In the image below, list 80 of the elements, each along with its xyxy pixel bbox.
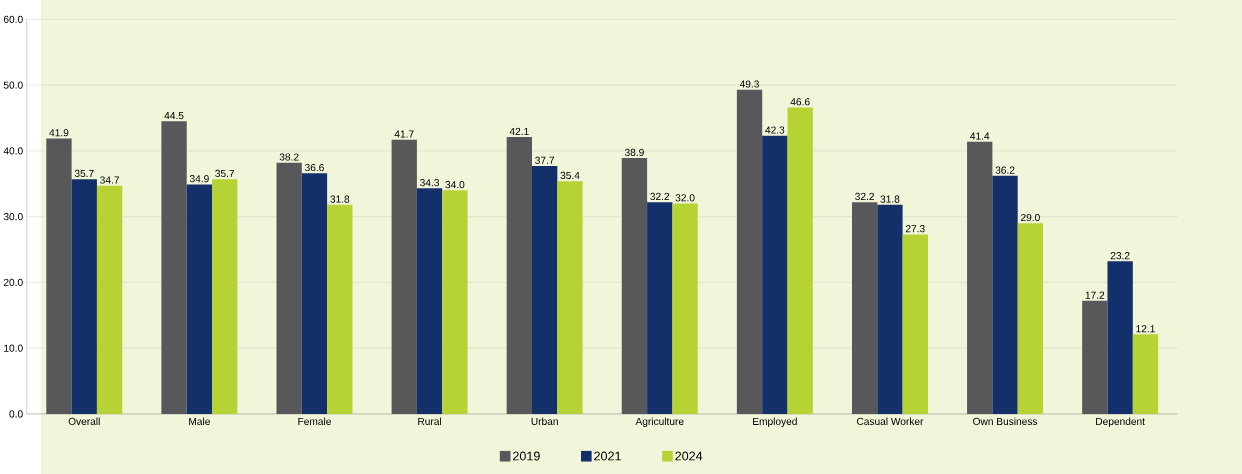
bar (327, 204, 353, 414)
bar (647, 202, 673, 414)
data-label: 34.7 (100, 176, 119, 184)
bar (762, 135, 788, 414)
bar (186, 184, 213, 414)
data-label: 31.8 (880, 195, 900, 203)
data-label: 29.0 (1021, 213, 1040, 222)
bar (46, 138, 72, 414)
bar (1107, 261, 1133, 414)
y-tick-label: 30.0 (3, 213, 23, 221)
bar (672, 203, 698, 414)
legend-label: 2019 (513, 451, 540, 461)
x-tick-label: Agriculture (635, 417, 684, 428)
data-label: 27.3 (905, 225, 925, 233)
bar (416, 188, 443, 414)
data-label: 41.4 (970, 132, 990, 140)
data-label: 32.2 (855, 192, 874, 201)
data-label: 36.6 (304, 163, 324, 172)
bar (787, 107, 813, 414)
bar (621, 158, 648, 414)
bar (161, 121, 187, 414)
y-tick-label: 50.0 (3, 81, 23, 89)
data-label: 32.0 (675, 194, 695, 202)
bar (736, 89, 763, 414)
y-tick-label: 40.0 (3, 147, 23, 155)
bar (442, 190, 468, 414)
legend-label: 2021 (594, 451, 621, 461)
data-label: 36.2 (995, 166, 1015, 174)
bar (902, 234, 928, 414)
bar (1082, 300, 1108, 414)
bar (1132, 334, 1159, 414)
x-tick-label: Dependent (1096, 417, 1145, 428)
data-label: 49.3 (739, 80, 759, 88)
data-label: 38.9 (624, 148, 644, 157)
data-label: 12.1 (1136, 325, 1155, 333)
data-label: 42.1 (509, 127, 529, 135)
data-label: 31.8 (330, 195, 350, 203)
y-tick-label: 0.0 (9, 410, 23, 418)
data-label: 41.7 (394, 130, 414, 138)
x-tick-label: Overall (68, 417, 100, 426)
data-label: 46.6 (790, 98, 810, 106)
data-label: 17.2 (1085, 291, 1105, 299)
bar (1017, 223, 1044, 414)
bar (96, 185, 123, 414)
bar (967, 141, 993, 414)
x-tick-label: Own Business (973, 417, 1038, 426)
data-label: 34.9 (189, 175, 209, 183)
x-tick-label: Urban (531, 417, 558, 426)
x-tick-label: Casual Worker (856, 417, 924, 426)
legend-label: 2024 (675, 451, 703, 461)
bar (557, 181, 583, 414)
bar (992, 175, 1018, 414)
bar (71, 179, 97, 414)
data-label: 34.3 (420, 179, 439, 187)
bar (212, 179, 238, 414)
data-label: 23.2 (1110, 252, 1130, 260)
bar (301, 173, 328, 414)
data-label: 35.7 (74, 169, 94, 178)
bar (532, 166, 558, 414)
data-label: 34.0 (445, 181, 465, 189)
y-tick-label: 20.0 (3, 278, 23, 287)
y-tick-label: 60.0 (3, 15, 23, 23)
data-label: 32.2 (650, 192, 670, 201)
x-tick-label: Male (189, 417, 210, 426)
x-tick-label: Rural (418, 417, 442, 426)
data-label: 42.3 (765, 126, 785, 134)
data-label: 41.9 (49, 129, 69, 137)
data-label: 38.2 (279, 153, 299, 161)
bar (506, 137, 532, 414)
data-label: 44.5 (164, 112, 184, 120)
x-tick-label: Employed (753, 417, 797, 428)
bar (877, 204, 903, 414)
data-label: 37.7 (535, 156, 555, 164)
y-tick-label: 10.0 (4, 344, 23, 352)
data-label: 35.7 (215, 169, 235, 178)
bar (276, 162, 302, 414)
x-tick-label: Female (298, 417, 331, 426)
bar (851, 202, 878, 414)
data-label: 35.4 (560, 171, 580, 180)
bar (391, 139, 417, 414)
